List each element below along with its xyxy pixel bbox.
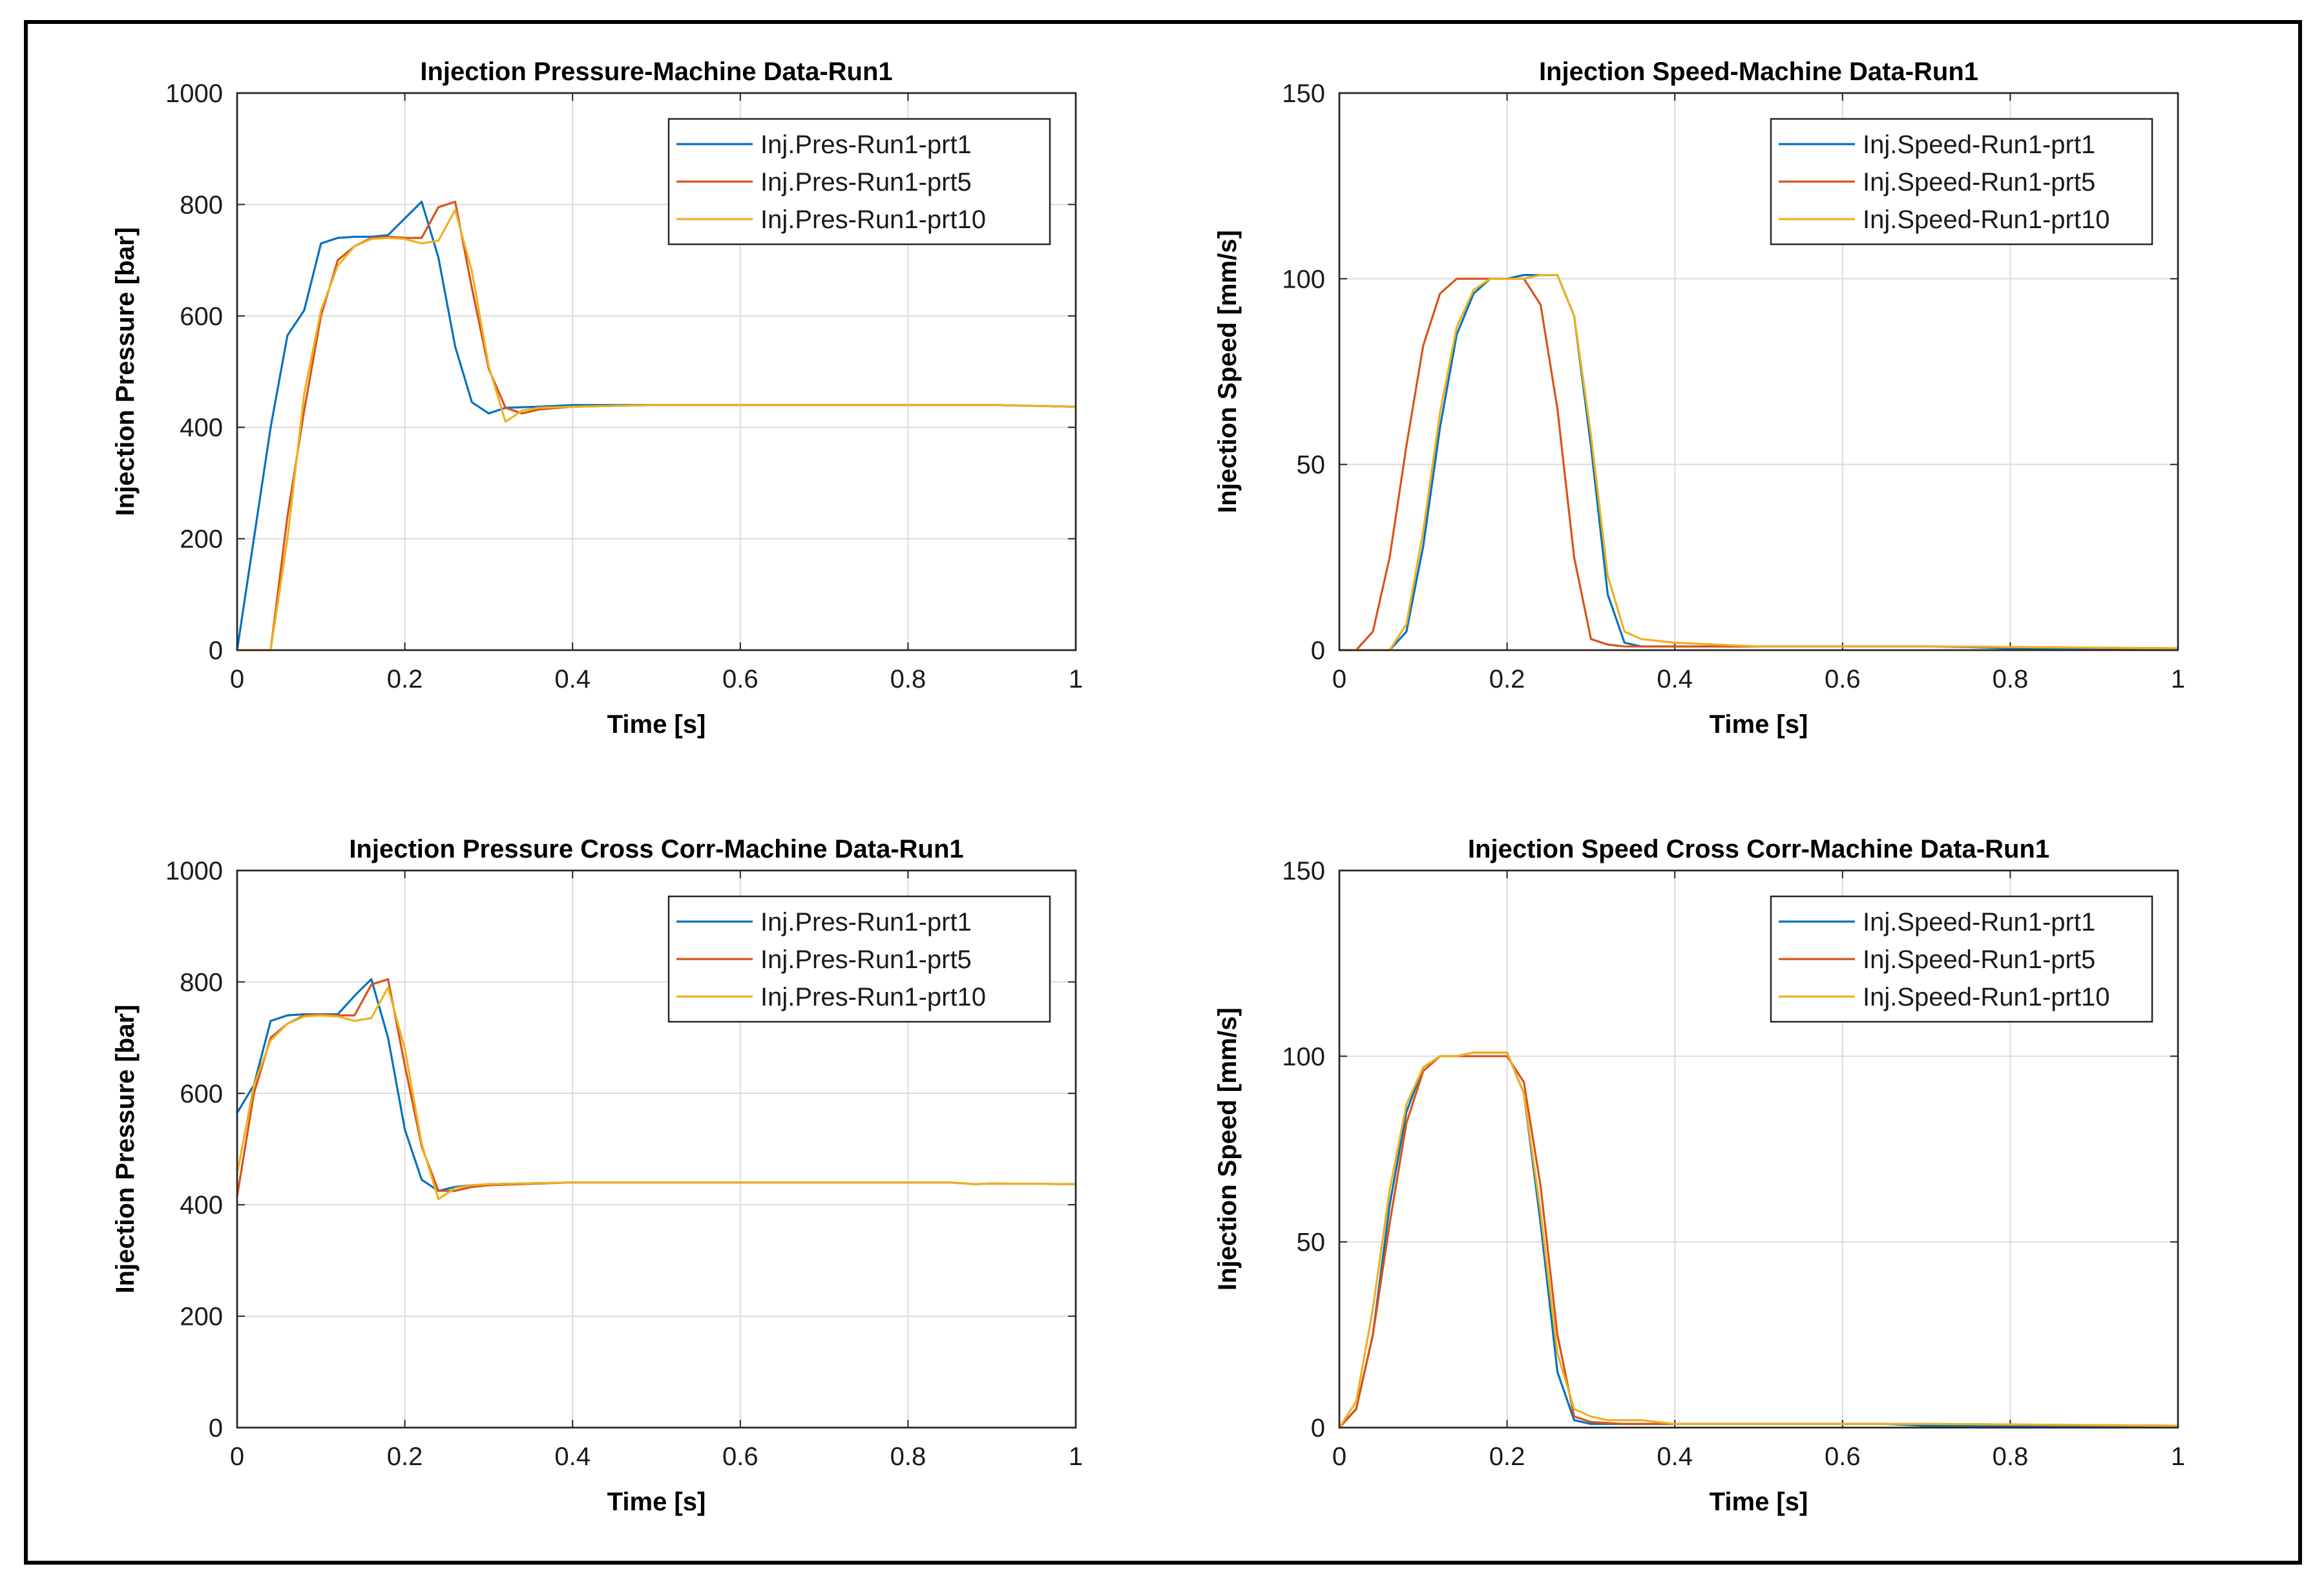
x-tick-label: 0.6 — [722, 1442, 759, 1471]
y-axis-label: Injection Speed [mm/s] — [1213, 230, 1242, 513]
legend-label-prt1: Inj.Pres-Run1-prt1 — [760, 908, 972, 936]
legend: Inj.Speed-Run1-prt1 Inj.Speed-Run1-prt5 In… — [1770, 118, 2153, 246]
legend-label-prt5: Inj.Speed-Run1-prt5 — [1863, 168, 2095, 196]
x-tick-label: 0.2 — [387, 1442, 423, 1471]
x-tick-label: 0.6 — [1825, 1442, 1861, 1471]
x-tick-label: 0.2 — [1489, 1442, 1525, 1471]
y-tick-label: 200 — [180, 1303, 223, 1331]
x-tick-label: 0.8 — [1993, 1442, 2029, 1471]
x-tick-label: 0 — [230, 1442, 244, 1471]
legend-label-prt10: Inj.Pres-Run1-prt10 — [760, 983, 986, 1011]
x-tick-label: 0.6 — [722, 665, 759, 693]
y-tick-label: 100 — [1282, 1042, 1325, 1071]
x-tick-label: 1 — [2171, 665, 2185, 693]
y-axis-label: Injection Pressure [bar] — [111, 1005, 140, 1294]
subplot-2: 0 0.2 0.4 0.6 0.8 1 0 50 100 150 Injection Speed-M… — [1213, 58, 2185, 739]
y-tick-label: 1000 — [165, 79, 223, 108]
x-tick-label: 0 — [1332, 1442, 1346, 1471]
x-tick-label: 0.2 — [387, 665, 423, 693]
legend: Inj.Speed-Run1-prt1 Inj.Speed-Run1-prt5 In… — [1770, 895, 2153, 1023]
y-tick-label: 50 — [1297, 451, 1326, 480]
y-tick-label: 1000 — [165, 857, 223, 885]
x-tick-label: 1 — [2171, 1442, 2185, 1471]
legend-label-prt10: Inj.Speed-Run1-prt10 — [1863, 983, 2109, 1011]
y-tick-label: 400 — [180, 414, 223, 442]
x-tick-label: 0.8 — [1993, 665, 2029, 693]
x-tick-label: 0.4 — [1657, 665, 1693, 693]
y-tick-label: 0 — [1311, 637, 1325, 665]
chart-title: Injection Speed-Machine Data-Run1 — [1539, 58, 1978, 86]
axes-box — [1338, 92, 2179, 651]
series-line-prt10 — [236, 986, 1077, 1201]
y-tick-label: 0 — [209, 637, 223, 665]
subplot-3: 0 0.2 0.4 0.6 0.8 1 0 200 400 600 800 1000 Injection… — [111, 835, 1083, 1516]
y-tick-label: 400 — [180, 1191, 223, 1220]
legend-label-prt10: Inj.Speed-Run1-prt10 — [1863, 206, 2109, 234]
chart-title: Injection Pressure-Machine Data-Run1 — [420, 58, 892, 86]
chart-title: Injection Pressure Cross Corr-Machine Da… — [349, 835, 963, 863]
y-tick-label: 150 — [1282, 79, 1325, 108]
axes-box — [1338, 869, 2179, 1429]
legend-label-prt1: Inj.Speed-Run1-prt1 — [1863, 908, 2095, 936]
charts: 0 0.2 0.4 0.6 0.8 102004006008001000Injection… — [111, 58, 2185, 1516]
x-tick-label: 0 — [230, 665, 244, 693]
x-tick-label: 0.2 — [1489, 665, 1525, 693]
y-tick-label: 800 — [180, 191, 223, 219]
y-tick-label: 150 — [1282, 857, 1325, 885]
subplot-4: 0 0.2 0.4 0.6 0.8 1 0 50 100 150 Injection Speed C… — [1213, 835, 2185, 1516]
legend-label-prt1: Inj.Pres-Run1-prt1 — [760, 131, 972, 159]
y-tick-label: 100 — [1282, 265, 1325, 293]
series-line-prt10 — [236, 209, 1077, 651]
x-tick-label: 0.4 — [554, 1442, 591, 1471]
legend-label-prt1: Inj.Speed-Run1-prt1 — [1863, 131, 2095, 159]
y-tick-label: 600 — [180, 302, 223, 331]
x-axis-label: Time [s] — [607, 1488, 706, 1516]
y-tick-label: 600 — [180, 1080, 223, 1108]
y-axis-label: Injection Pressure [bar] — [111, 227, 140, 516]
chart-title: Injection Speed Cross Corr-Machine Data-… — [1468, 835, 2049, 863]
x-tick-label: 1 — [1069, 665, 1083, 693]
x-tick-label: 1 — [1069, 1442, 1083, 1471]
legend-label-prt10: Inj.Pres-Run1-prt10 — [760, 206, 986, 234]
x-tick-label: 0.6 — [1825, 665, 1861, 693]
y-tick-label: 50 — [1297, 1229, 1326, 1257]
axes-box — [236, 92, 1077, 651]
y-tick-label: 0 — [209, 1414, 223, 1442]
series-line-prt10 — [1338, 274, 2179, 651]
y-tick-label: 0 — [1311, 1414, 1325, 1442]
legend: Inj.Pres-Run1-prt1 Inj.Pres-Run1-prt5 Inj.… — [667, 895, 1051, 1023]
x-axis-label: Time [s] — [1710, 1488, 1808, 1516]
subplot-1: 0 0.2 0.4 0.6 0.8 1 0 200 400 600 800 1000 Injection… — [111, 58, 1083, 739]
y-tick-label: 200 — [180, 525, 223, 554]
x-axis-label: Time [s] — [1710, 710, 1808, 739]
y-axis-label: Injection Speed [mm/s] — [1213, 1008, 1242, 1291]
legend: Inj.Pres-Run1-prt1 Inj.Pres-Run1-prt5 Inj.… — [667, 118, 1051, 246]
legend-label-prt5: Inj.Pres-Run1-prt5 — [760, 945, 972, 974]
x-tick-label: 0.4 — [554, 665, 591, 693]
axes-box — [236, 869, 1077, 1429]
x-tick-label: 0.8 — [890, 1442, 926, 1471]
legend-label-prt5: Inj.Speed-Run1-prt5 — [1863, 945, 2095, 974]
legend-label-prt5: Inj.Pres-Run1-prt5 — [760, 168, 972, 196]
series-line-prt5 — [1338, 1055, 2179, 1429]
x-tick-label: 0.4 — [1657, 1442, 1693, 1471]
series-line-prt10 — [1338, 1051, 2179, 1429]
x-axis-label: Time [s] — [607, 710, 706, 739]
y-tick-label: 800 — [180, 968, 223, 997]
figure-frame — [24, 20, 2302, 1565]
x-tick-label: 0.8 — [890, 665, 926, 693]
x-tick-label: 0 — [1332, 665, 1346, 693]
